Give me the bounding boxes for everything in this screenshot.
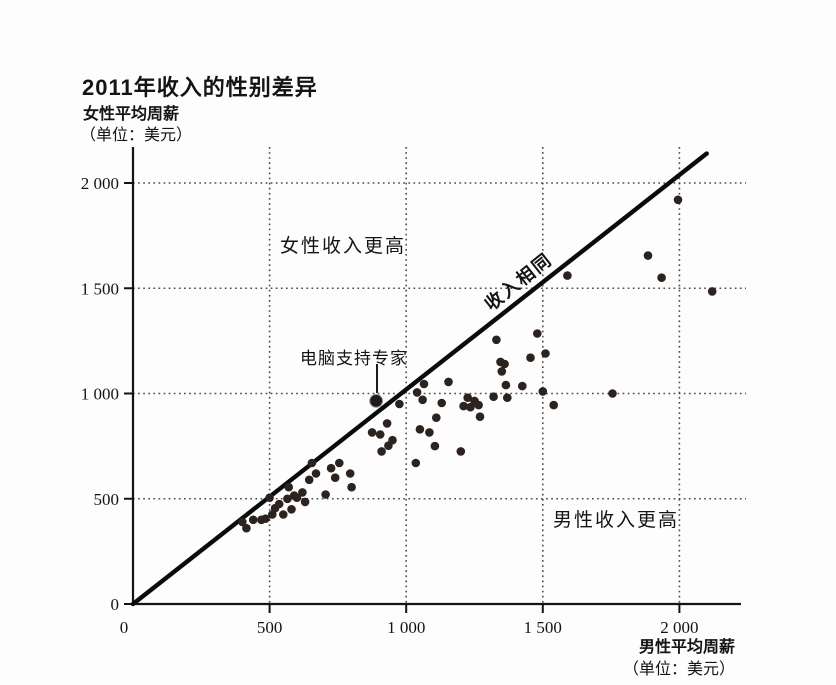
scatter-point — [335, 458, 344, 468]
scatter-point — [300, 497, 310, 507]
scatter-point — [608, 389, 617, 398]
male-region-label: 男性收入更高 — [553, 510, 680, 531]
scatter-point — [242, 523, 251, 533]
scatter-point — [311, 469, 321, 478]
x-tick-label: 0 — [120, 618, 129, 637]
highlight-annotation-label: 电脑支持专家 — [300, 349, 408, 368]
scatter-point — [444, 377, 453, 387]
x-axis-title-block: 男性平均周薪 （单位：美元） — [600, 637, 735, 681]
scatter-point — [475, 412, 485, 422]
scatter-point — [412, 388, 422, 397]
scatter-point — [274, 499, 284, 509]
highlight-point — [369, 393, 384, 408]
scatter-point — [549, 400, 558, 410]
scatter-point — [321, 490, 330, 499]
scatter-point — [430, 441, 440, 451]
scatter-point — [415, 425, 425, 434]
y-tick-label: 1 500 — [81, 279, 119, 298]
scatter-point — [437, 398, 447, 408]
scatter-point — [657, 273, 666, 283]
scatter-point — [500, 359, 509, 369]
scatter-point — [459, 401, 468, 411]
scatter-point — [474, 400, 483, 410]
scatter-point — [265, 493, 274, 503]
chart-title: 2011年收入的性别差异 — [82, 75, 318, 100]
scatter-point — [292, 493, 302, 503]
scatter-point — [367, 428, 377, 437]
y-axis-unit: （单位：美元） — [80, 127, 193, 144]
scatter-point — [307, 458, 317, 468]
x-tick-label: 1 000 — [387, 618, 425, 637]
scatter-point — [238, 517, 247, 527]
scatter-point — [673, 195, 683, 205]
x-tick-label: 1 500 — [524, 618, 562, 637]
scatter-point — [418, 395, 427, 405]
scatter-point — [377, 447, 386, 456]
scatter-point — [411, 458, 421, 468]
x-tick-label: 500 — [257, 618, 283, 637]
female-region-label: 女性收入更高 — [280, 236, 407, 257]
scatter-point — [279, 510, 288, 519]
scatter-point — [432, 413, 441, 423]
y-tick-label: 2 000 — [81, 174, 119, 193]
y-axis-title: 女性平均周薪 — [83, 106, 180, 123]
scatter-point — [347, 482, 356, 492]
scatter-point — [518, 381, 527, 391]
x-axis-unit: （单位：美元） — [622, 661, 735, 678]
x-axis-title: 男性平均周薪 — [638, 639, 735, 656]
scatter-point — [395, 399, 404, 409]
scatter-point — [466, 402, 475, 412]
y-tick-label: 0 — [111, 595, 120, 614]
scatter-point — [283, 494, 292, 504]
equal-income-line — [130, 151, 709, 607]
scatter-point — [284, 482, 294, 492]
scatter-point — [563, 271, 572, 280]
scatter-point — [388, 435, 397, 445]
scatter-point — [501, 380, 511, 390]
scatter-point — [456, 447, 466, 456]
scatter-point — [503, 393, 512, 403]
scatter-point — [538, 387, 548, 396]
scatter-point — [375, 430, 385, 439]
scatter-point — [463, 393, 473, 403]
scatter-point — [526, 353, 535, 363]
x-tick-label: 2 000 — [660, 618, 698, 637]
scatter-point — [489, 392, 498, 402]
scatter-point — [382, 419, 392, 428]
scatter-point — [304, 475, 314, 485]
scatter-point — [533, 329, 542, 338]
scatter-point — [541, 349, 550, 358]
scatter-point — [330, 473, 340, 483]
scatter-point — [492, 335, 501, 345]
scatter-point — [643, 251, 653, 260]
scatter-point — [326, 463, 336, 473]
scatter-point — [248, 515, 258, 525]
scatter-point — [707, 287, 717, 296]
scatter-point — [261, 514, 270, 523]
scatter-point — [287, 505, 296, 514]
y-tick-label: 500 — [94, 490, 120, 509]
scatter-point — [345, 469, 355, 478]
scatter-point — [425, 428, 434, 437]
scatter-point — [298, 488, 307, 497]
scatter-point — [497, 367, 507, 376]
annotation-leader-line — [376, 364, 378, 393]
y-tick-label: 1 000 — [81, 385, 119, 404]
scatter-point — [419, 379, 429, 389]
